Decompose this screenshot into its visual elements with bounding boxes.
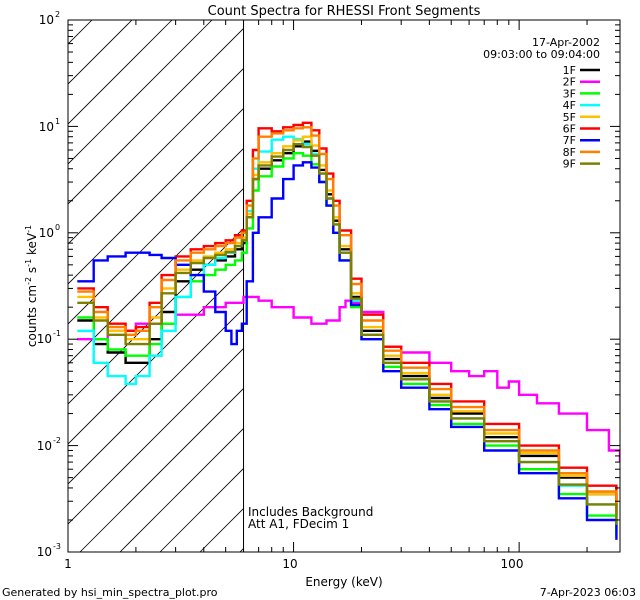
y-label-part: counts cm bbox=[25, 285, 39, 347]
y-tick-base: 10 bbox=[39, 13, 54, 27]
hatch-line bbox=[0, 20, 12, 552]
legend-label-1F: 1F bbox=[563, 64, 576, 77]
axis-ticks bbox=[67, 19, 620, 553]
y-tick-exp: -1 bbox=[53, 329, 61, 338]
y-tick-exp: -2 bbox=[53, 436, 61, 445]
chart-title: Count Spectra for RHESSI Front Segments bbox=[208, 4, 481, 19]
series-2F-line bbox=[77, 295, 620, 463]
legend-label-6F: 6F bbox=[563, 123, 576, 136]
time-range-label: 09:03:00 to 09:04:00 bbox=[483, 48, 600, 61]
hatch-line bbox=[68, 347, 244, 525]
y-label-exp: -2 bbox=[24, 277, 33, 285]
y-tick-base: 10 bbox=[39, 120, 54, 134]
hatch-line bbox=[79, 387, 244, 552]
y-label-exp: -1 bbox=[24, 225, 33, 233]
x-tick-label-1: 1 bbox=[64, 557, 72, 571]
legend-label-9F: 9F bbox=[563, 158, 576, 171]
hatch-line bbox=[68, 20, 173, 125]
date-label: 17-Apr-2002 bbox=[532, 36, 600, 49]
x-tick-label-100: 100 bbox=[501, 557, 524, 571]
legend-label-5F: 5F bbox=[563, 111, 576, 124]
hatch-line bbox=[68, 27, 244, 205]
hatch-line bbox=[68, 147, 244, 325]
x-tick-label-10: 10 bbox=[282, 557, 297, 571]
y-tick-base: 10 bbox=[37, 332, 52, 346]
y-label-exp: -1 bbox=[24, 259, 33, 267]
legend-label-7F: 7F bbox=[563, 134, 576, 147]
y-tick-exp: 1 bbox=[55, 117, 60, 126]
timestamp: 7-Apr-2023 06:03 bbox=[540, 586, 636, 599]
hatch-line bbox=[68, 307, 244, 485]
y-tick-exp: -3 bbox=[53, 542, 61, 551]
hatched-region bbox=[0, 20, 244, 552]
hatch-line bbox=[68, 20, 133, 85]
y-tick-label-1e2: 10 2 bbox=[39, 10, 60, 27]
y-tick-exp: 0 bbox=[55, 223, 60, 232]
series-group bbox=[77, 121, 620, 540]
series-1F-line bbox=[77, 140, 618, 516]
y-tick-label-1e-2: 10 -2 bbox=[37, 436, 61, 453]
y-label-part: s bbox=[25, 267, 39, 277]
y-tick-base: 10 bbox=[39, 226, 54, 240]
hatch-line bbox=[68, 187, 244, 365]
y-tick-base: 10 bbox=[37, 545, 52, 559]
legend-label-8F: 8F bbox=[563, 146, 576, 159]
series-3F-line bbox=[77, 152, 618, 537]
hatch-line bbox=[68, 107, 244, 285]
x-axis-label: Energy (keV) bbox=[305, 575, 382, 589]
series-5F-line bbox=[77, 135, 618, 516]
y-tick-base: 10 bbox=[37, 439, 52, 453]
series-4F-line bbox=[77, 135, 618, 531]
hatch-line bbox=[119, 427, 244, 552]
hatch-line bbox=[68, 267, 244, 445]
hatch-line bbox=[68, 20, 93, 45]
series-7F-line bbox=[77, 161, 618, 540]
y-label-part: keV bbox=[25, 232, 39, 259]
y-axis-label: counts cm-2 s-1 keV-1 bbox=[24, 225, 39, 347]
hatch-line bbox=[68, 20, 213, 165]
series-9F-line bbox=[77, 143, 618, 525]
y-tick-label-1e0: 10 0 bbox=[39, 223, 60, 240]
annotation-background: Includes Background bbox=[248, 505, 373, 519]
y-tick-label-1e-3: 10 -3 bbox=[37, 542, 61, 559]
hatch-line bbox=[68, 227, 244, 405]
legend-label-2F: 2F bbox=[563, 76, 576, 89]
y-tick-label-1e1: 10 1 bbox=[39, 117, 60, 134]
hatch-line bbox=[68, 67, 244, 245]
y-tick-exp: 2 bbox=[55, 10, 60, 19]
plot-frame bbox=[67, 19, 621, 553]
generated-by: Generated by hsi_min_spectra_plot.pro bbox=[2, 586, 218, 599]
legend-label-3F: 3F bbox=[563, 87, 576, 100]
legend-label-4F: 4F bbox=[563, 99, 576, 112]
annotation-attenuator: Att A1, FDecim 1 bbox=[248, 517, 349, 531]
y-tick-label-1e-1: 10 -1 bbox=[37, 329, 61, 346]
